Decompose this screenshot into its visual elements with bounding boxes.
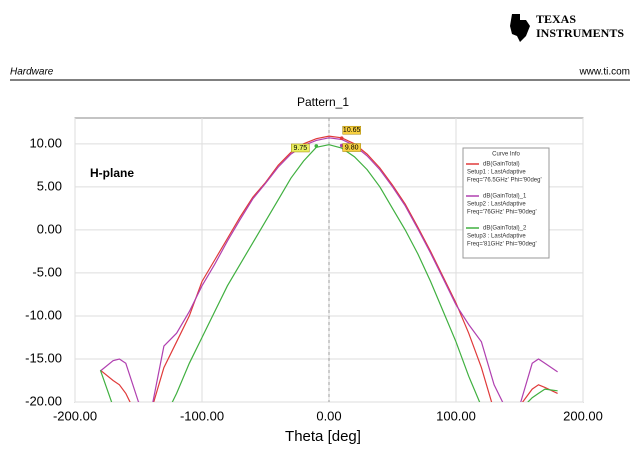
legend-title: Curve Info bbox=[492, 152, 520, 158]
y-tick-label: -20.00 bbox=[25, 393, 62, 408]
marker-point bbox=[339, 136, 344, 141]
logo-text: TEXAS bbox=[536, 12, 576, 26]
y-tick-label: 0.00 bbox=[37, 221, 62, 236]
chart-title: Pattern_1 bbox=[297, 95, 349, 109]
legend-params: Freq='76.5GHz' Phi='90deg' bbox=[467, 178, 542, 184]
y-tick-label: -5.00 bbox=[32, 264, 62, 279]
logo-icon bbox=[510, 14, 530, 42]
y-tick-label: -15.00 bbox=[25, 350, 62, 365]
logo-text: INSTRUMENTS bbox=[536, 26, 624, 40]
marker-point bbox=[314, 144, 319, 148]
legend-label: dB(GainTotal) bbox=[483, 162, 520, 168]
series-line bbox=[100, 135, 558, 402]
x-tick-label: -100.00 bbox=[180, 408, 224, 423]
legend-box bbox=[462, 147, 550, 259]
legend-params: Freq='81GHz' Phi='90deg' bbox=[467, 242, 537, 248]
x-tick-label: 100.00 bbox=[436, 408, 476, 423]
legend-setup: Setup2 : LastAdaptive bbox=[467, 202, 526, 208]
legend-label: dB(GainTotal)_2 bbox=[483, 226, 527, 232]
x-tick-label: -200.00 bbox=[53, 408, 97, 423]
y-tick-label: 10.00 bbox=[29, 135, 62, 150]
marker-label: 9.75 bbox=[293, 145, 307, 152]
series-line bbox=[100, 137, 558, 402]
legend-params: Freq='76GHz' Phi='90deg' bbox=[467, 210, 537, 216]
legend-label: dB(GainTotal)_1 bbox=[483, 194, 527, 200]
marker-label: 9.80 bbox=[345, 144, 359, 151]
y-tick-label: -10.00 bbox=[25, 307, 62, 322]
y-tick-label: 5.00 bbox=[37, 178, 62, 193]
x-tick-label: 0.00 bbox=[316, 408, 341, 423]
x-axis-label: Theta [deg] bbox=[285, 428, 361, 445]
url: www.ti.com bbox=[578, 67, 630, 78]
legend-setup: Setup3 : LastAdaptive bbox=[467, 234, 526, 240]
marker-label: 10.65 bbox=[343, 127, 361, 134]
marker-label-bg bbox=[291, 143, 310, 153]
marker-label-bg bbox=[342, 125, 361, 135]
marker-label-bg bbox=[342, 143, 361, 152]
legend-setup: Setup1 : LastAdaptive bbox=[467, 170, 526, 176]
section-label: Hardware bbox=[10, 67, 54, 78]
x-tick-label: 200.00 bbox=[563, 408, 603, 423]
series-line bbox=[99, 144, 558, 402]
annotation: H-plane bbox=[90, 166, 134, 180]
